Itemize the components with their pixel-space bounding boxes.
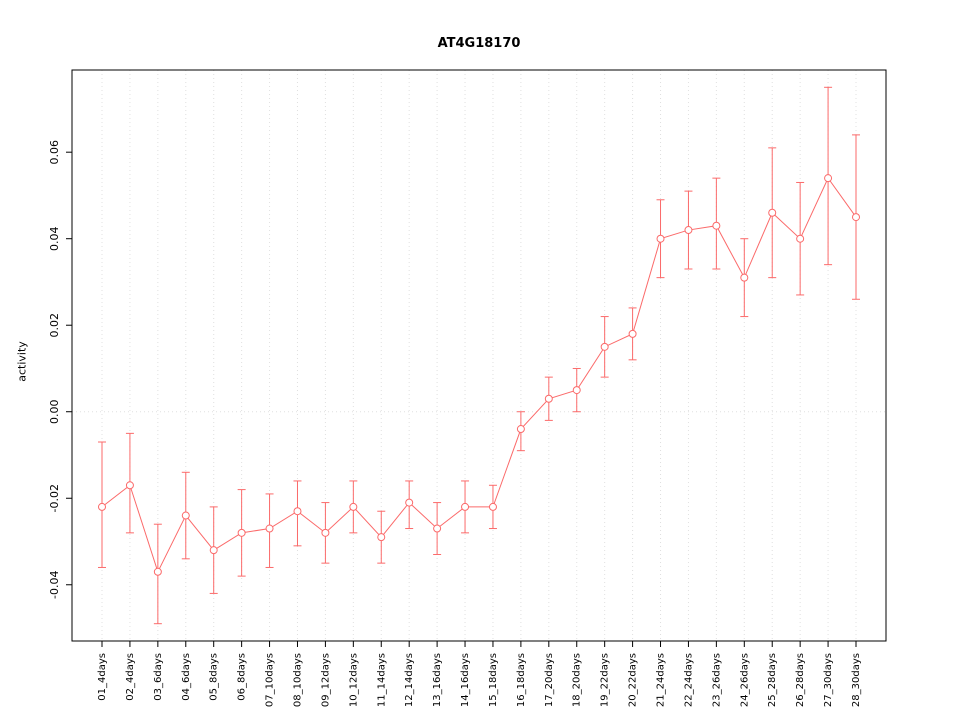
data-point-marker — [824, 174, 833, 183]
data-point-marker — [572, 386, 581, 395]
series-line — [101, 177, 857, 574]
x-tick-label: 15_18days — [488, 653, 499, 707]
x-tick-label: 05_8days — [209, 653, 220, 701]
x-tick-label: 19_22days — [600, 653, 611, 707]
data-point-marker — [237, 528, 246, 537]
x-tick-label: 04_6days — [181, 653, 192, 701]
data-point-marker — [740, 273, 749, 282]
x-tick-label: 25_28days — [767, 653, 778, 707]
x-tick-label: 14_16days — [460, 653, 471, 707]
data-point-marker — [377, 533, 386, 542]
y-tick-label: 0.06 — [48, 140, 61, 165]
error-bars — [98, 86, 860, 625]
x-tick-label: 13_16days — [432, 653, 443, 707]
data-points — [98, 174, 860, 576]
data-point-marker — [488, 502, 497, 511]
x-tick-label: 23_26days — [711, 653, 722, 707]
y-tick-label: 0.04 — [48, 226, 61, 251]
x-tick-label: 06_8days — [237, 653, 248, 701]
x-tick-label: 21_24days — [656, 653, 667, 707]
data-point-marker — [628, 329, 637, 338]
data-point-marker — [321, 528, 330, 537]
y-tick-label: -0.04 — [48, 571, 61, 599]
data-point-marker — [544, 394, 553, 403]
data-point-marker — [98, 502, 106, 511]
data-point-marker — [712, 221, 721, 230]
data-point-marker — [852, 213, 860, 222]
y-tick-label: 0.00 — [48, 399, 61, 424]
y-tick-label: -0.02 — [48, 484, 61, 512]
x-tick-label: 28_30days — [851, 653, 862, 707]
data-point-marker — [600, 342, 609, 351]
data-point-marker — [684, 226, 693, 235]
y-axis: -0.04 -0.02 0.00 0.02 0.04 0.06 — [48, 140, 72, 599]
y-tick-label: 0.02 — [48, 313, 61, 338]
gridlines — [72, 70, 886, 641]
x-tick-label: 01_4days — [97, 653, 108, 701]
x-tick-label: 10_12days — [348, 653, 359, 707]
x-axis: 01_4days 02_4days 03_6days 04_6days 05_8days… — [97, 641, 862, 707]
x-tick-label: 18_20days — [572, 653, 583, 707]
data-point-marker — [405, 498, 414, 507]
x-tick-label: 27_30days — [823, 653, 834, 707]
x-tick-label: 11_14days — [376, 653, 387, 707]
x-tick-label: 16_18days — [516, 653, 527, 707]
x-tick-label: 26_28days — [795, 653, 806, 707]
plot-border — [71, 69, 887, 642]
data-point-marker — [656, 234, 665, 243]
data-point-marker — [265, 524, 274, 533]
data-point-marker — [461, 502, 470, 511]
data-point-marker — [209, 546, 218, 555]
x-tick-label: 09_12days — [320, 653, 331, 707]
x-tick-label: 24_26days — [739, 653, 750, 707]
x-tick-label: 22_24days — [683, 653, 694, 707]
data-point-marker — [125, 481, 134, 490]
data-point-marker — [516, 425, 525, 434]
data-point-marker — [181, 511, 190, 520]
data-point-marker — [349, 502, 358, 511]
data-point-marker — [433, 524, 442, 533]
data-point-marker — [293, 507, 302, 516]
data-point-marker — [796, 234, 805, 243]
x-tick-label: 02_4days — [125, 653, 136, 701]
data-point-marker — [153, 567, 162, 576]
chart-title: AT4G18170 — [437, 36, 521, 51]
x-tick-label: 12_14days — [404, 653, 415, 707]
x-tick-label: 07_10days — [265, 653, 276, 707]
x-tick-label: 20_22days — [628, 653, 639, 707]
x-tick-label: 03_6days — [153, 653, 164, 701]
data-point-marker — [768, 208, 777, 217]
x-tick-label: 08_10days — [292, 653, 303, 707]
x-tick-label: 17_20days — [544, 653, 555, 707]
